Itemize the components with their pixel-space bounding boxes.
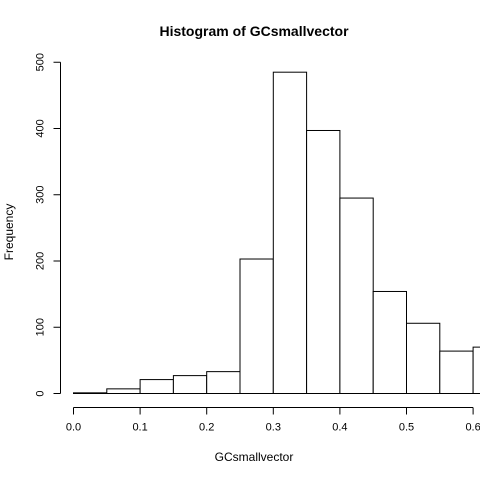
- histogram-bar: [74, 393, 107, 394]
- x-axis: 0.0 0.1 0.2 0.3 0.4 0.5 0.6: [66, 408, 480, 434]
- x-tick-label: 0.5: [399, 422, 414, 434]
- histogram-bar: [373, 291, 406, 393]
- x-tick-label: 0.2: [199, 422, 214, 434]
- y-tick-label: 300: [35, 186, 47, 204]
- x-axis-label: GCsmallvector: [215, 450, 294, 464]
- histogram-bar: [407, 323, 440, 393]
- histogram-bar: [173, 376, 206, 394]
- histogram-bar: [473, 347, 480, 393]
- histogram-bar: [440, 351, 473, 393]
- histogram-bar: [340, 198, 373, 393]
- chart-title: Histogram of GCsmallvector: [159, 23, 349, 39]
- histogram-bar: [273, 72, 306, 393]
- bars-group: [74, 72, 480, 393]
- histogram-bar: [107, 389, 140, 394]
- y-tick-label: 100: [35, 318, 47, 336]
- histogram-bar: [140, 380, 173, 394]
- x-tick-label: 0.1: [132, 422, 147, 434]
- x-tick-label: 0.4: [332, 422, 347, 434]
- x-tick-label: 0.0: [66, 422, 81, 434]
- x-tick-label: 0.6: [465, 422, 480, 434]
- x-tick-label: 0.3: [266, 422, 281, 434]
- y-tick-label: 0: [35, 390, 47, 396]
- y-tick-label: 500: [35, 53, 47, 71]
- y-axis-label: Frequency: [2, 204, 16, 261]
- y-tick-label: 400: [35, 119, 47, 137]
- histogram-bar: [307, 130, 340, 393]
- histogram-bar: [240, 259, 273, 393]
- y-tick-label: 200: [35, 252, 47, 270]
- histogram-bar: [207, 372, 240, 394]
- y-axis: 0 100 200 300 400 500: [35, 53, 61, 396]
